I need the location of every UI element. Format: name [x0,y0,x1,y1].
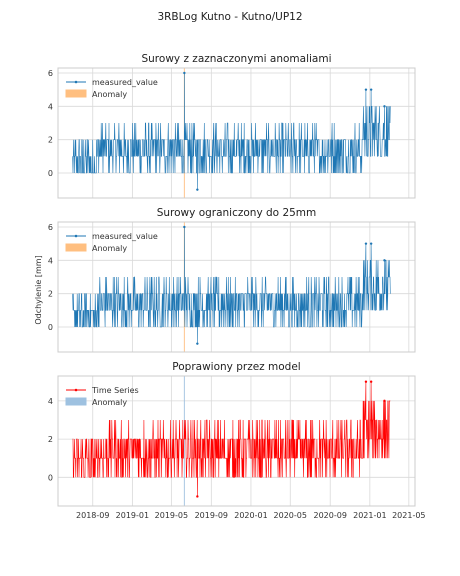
data-point [369,88,373,91]
y-tick-label: 4 [48,397,53,406]
data-point [183,71,186,75]
legend-anomaly-label: Anomaly [92,90,127,99]
plot-area [58,68,415,198]
legend-anomaly-swatch [65,89,87,98]
chart-title: Surowy ograniczony do 25mm [157,207,317,219]
chart-panel-2: 0 2 4 6 Surowy ograniczony do 25mm measured_v… [48,207,416,353]
chart-title: Poprawiony przez model [172,361,300,373]
data-point [196,495,199,498]
y-tick-label: 6 [48,69,53,78]
series-line-3 [72,381,391,497]
data-point [196,342,199,345]
data-point [364,88,368,91]
y-axis-label: Odchylenie [mm] [34,255,43,324]
plot-frame [57,67,416,199]
chart-panel-3: 0 2 4 Poprawiony przez model Time Series Anom… [48,361,426,520]
figure-suptitle: 3RBLog Kutno - Kutno/UP12 [157,11,302,23]
legend-anomaly-label: Anomaly [92,398,127,407]
legend-series-label: measured_value [92,232,158,241]
legend-anomaly-label: Anomaly [92,244,127,253]
x-tick-label: 2020-09 [313,511,346,520]
x-tick-label: 2021-05 [392,511,425,520]
legend-marker [74,80,78,84]
plot-frame [57,221,416,353]
chart-title: Surowy z zaznaczonymi anomaliami [141,53,331,65]
data-point [369,380,373,383]
data-point [364,242,368,245]
data-point [196,188,199,191]
x-tick-label: 2021-01 [353,511,386,520]
legend-series-label: measured_value [92,78,158,87]
anomaly-span [183,376,185,506]
x-tick-label: 2020-01 [234,511,267,520]
y-tick-label: 0 [48,323,53,332]
x-tick-label: 2020-05 [274,511,307,520]
data-point [383,259,386,262]
series-line-2 [72,226,391,344]
data-point [183,225,186,229]
legend-anomaly-swatch [65,243,87,252]
data-point [364,380,368,383]
legend-series-label: Time Series [91,386,139,395]
y-tick-label: 4 [48,102,53,111]
data-point [369,242,373,245]
y-tick-label: 2 [48,435,53,444]
legend-marker [74,234,78,238]
data-point [383,105,386,108]
y-tick-label: 4 [48,256,53,265]
series-line-1 [72,72,391,190]
y-tick-label: 0 [48,473,53,482]
legend-marker [74,388,78,392]
plot-area [58,222,415,352]
y-tick-label: 2 [48,290,53,299]
x-tick-label: 2019-05 [155,511,188,520]
chart-panel-1: 0 2 4 6 Surowy z zaznaczonymi anomaliami meas… [48,53,416,199]
y-tick-label: 0 [48,169,53,178]
x-tick-label: 2019-01 [116,511,149,520]
y-tick-label: 2 [48,136,53,145]
x-tick-label: 2019-09 [195,511,228,520]
data-point [383,399,386,403]
x-tick-label: 2018-09 [76,511,109,520]
y-tick-label: 6 [48,223,53,232]
plot-frame [57,375,416,507]
legend-anomaly-swatch [65,397,87,406]
